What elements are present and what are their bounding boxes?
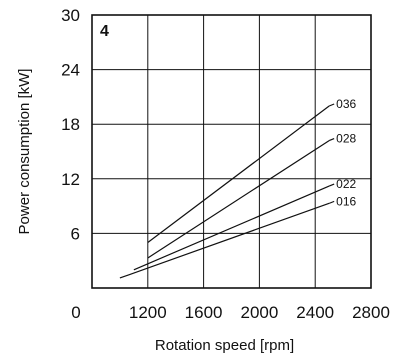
series-line-016 bbox=[119, 202, 330, 279]
y-tick-labels: 6 12 18 24 30 bbox=[61, 6, 80, 243]
x-tick-label: 2800 bbox=[352, 303, 390, 322]
x-tick-label: 1600 bbox=[185, 303, 223, 322]
y-tick-label: 30 bbox=[61, 6, 80, 25]
y-tick-label: 18 bbox=[61, 115, 80, 134]
series-line-022 bbox=[133, 185, 330, 271]
series-leader-028 bbox=[328, 138, 335, 142]
series-labels: 036 028 022 016 bbox=[336, 97, 356, 208]
series-leader-036 bbox=[328, 103, 335, 107]
x-axis-title: Rotation speed [rpm] bbox=[155, 337, 294, 354]
y-axis-title: Power consumption [kW] bbox=[16, 69, 33, 235]
x-tick-labels: 0 1200 1600 2000 2400 2800 bbox=[71, 303, 390, 322]
x-tick-label: 2400 bbox=[296, 303, 334, 322]
panel-label: 4 bbox=[100, 23, 109, 40]
series-leader-022 bbox=[328, 183, 335, 187]
y-tick-label: 12 bbox=[61, 170, 80, 189]
series-line-036 bbox=[147, 105, 330, 243]
series-lines bbox=[119, 103, 335, 279]
y-tick-label: 24 bbox=[61, 61, 80, 80]
series-label-016: 016 bbox=[336, 194, 356, 208]
y-tick-label: 6 bbox=[71, 224, 80, 243]
x-tick-label: 0 bbox=[71, 303, 80, 322]
grid bbox=[92, 15, 371, 288]
series-label-022: 022 bbox=[336, 177, 356, 191]
series-label-036: 036 bbox=[336, 97, 356, 111]
x-tick-label: 2000 bbox=[240, 303, 278, 322]
series-line-028 bbox=[147, 140, 330, 259]
x-tick-label: 1200 bbox=[129, 303, 167, 322]
plot-frame bbox=[91, 14, 372, 289]
series-leader-016 bbox=[328, 200, 335, 204]
series-label-028: 028 bbox=[336, 132, 356, 146]
